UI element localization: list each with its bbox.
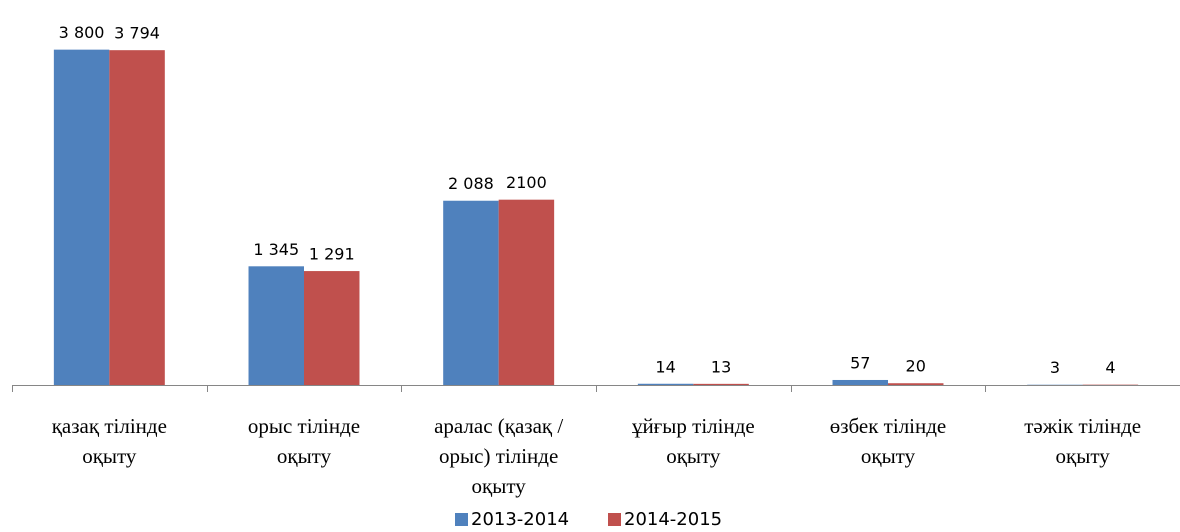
x-tick-label: аралас (қазақ /орыс) тілінде оқыту [434, 414, 564, 498]
x-tick-label: қазақ тілінде оқыту [51, 414, 167, 468]
legend-swatch [455, 513, 468, 526]
x-tick-label: өзбек тілінде оқыту [829, 414, 947, 468]
data-label: 13 [711, 357, 731, 376]
x-tick-label: тәжік тілінде оқыту [1024, 414, 1142, 468]
data-label: 14 [655, 357, 675, 376]
legend-swatch [608, 513, 621, 526]
data-label: 3 [1050, 358, 1060, 377]
bar [498, 199, 555, 385]
data-label: 2100 [506, 173, 547, 192]
data-label: 2 088 [448, 174, 494, 193]
bar [637, 383, 694, 385]
data-label: 1 291 [309, 245, 355, 264]
data-label: 3 794 [114, 24, 160, 43]
data-label: 57 [850, 353, 870, 372]
bar [693, 383, 749, 385]
x-tick-label: ұйғыр тілінде оқыту [631, 414, 755, 468]
bar [248, 266, 304, 385]
data-label: 1 345 [253, 240, 299, 259]
legend-label: 2014-2015 [624, 509, 722, 530]
data-label: 3 800 [59, 23, 105, 42]
bar [109, 50, 165, 385]
bar [888, 383, 944, 385]
legend-label: 2013-2014 [471, 509, 569, 530]
data-label: 20 [906, 357, 926, 376]
data-label: 4 [1105, 358, 1115, 377]
bar [443, 200, 499, 385]
bar [832, 379, 888, 385]
bar [53, 49, 110, 386]
bar [304, 271, 360, 385]
x-tick-label: орыс тілінде оқыту [247, 414, 361, 468]
